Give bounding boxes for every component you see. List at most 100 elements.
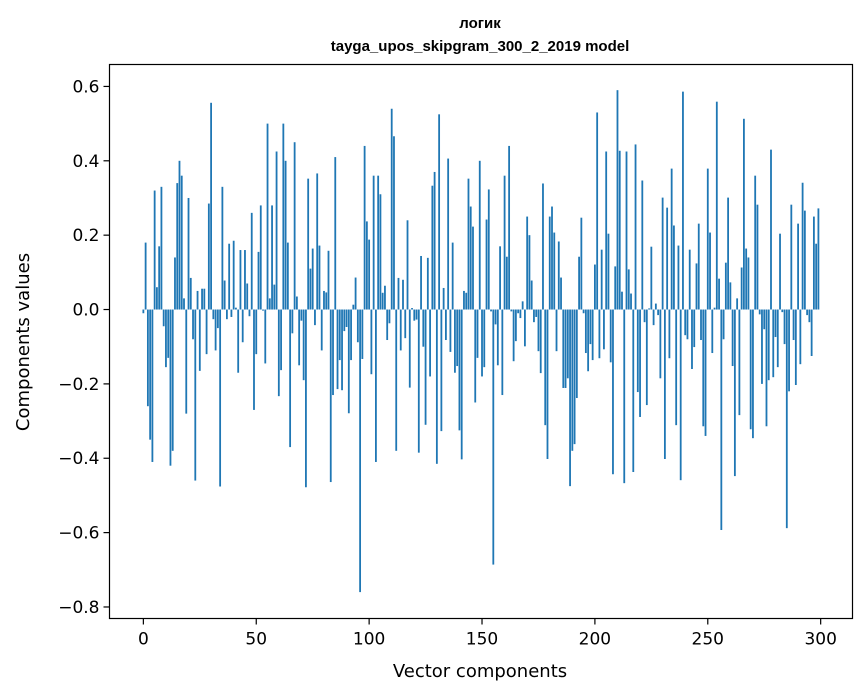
bar-component-135 bbox=[447, 158, 450, 310]
bar-component-147 bbox=[474, 309, 477, 403]
bar-component-221 bbox=[641, 180, 644, 310]
bar-component-43 bbox=[239, 250, 242, 310]
bar-component-57 bbox=[271, 205, 273, 310]
x-tick-label: 100 bbox=[353, 630, 385, 650]
bar-component-175 bbox=[537, 309, 540, 352]
bar-component-209 bbox=[614, 266, 617, 310]
bar-component-54 bbox=[264, 309, 267, 364]
bar-component-103 bbox=[375, 309, 377, 462]
y-axis-ticks: 0.6 0.4 0.2 0.0 −0.2 −0.4 −0.6 −0.8 bbox=[58, 77, 110, 618]
bar-component-97 bbox=[361, 309, 364, 359]
bar-component-213 bbox=[623, 309, 626, 484]
bar-component-193 bbox=[578, 256, 580, 310]
bar-component-184 bbox=[557, 241, 560, 310]
bar-component-243 bbox=[691, 309, 693, 370]
bar-component-118 bbox=[408, 309, 411, 388]
bar-component-291 bbox=[799, 309, 802, 365]
bar-component-197 bbox=[587, 309, 590, 372]
bar-component-288 bbox=[792, 309, 795, 341]
bar-component-42 bbox=[237, 309, 240, 373]
bar-component-241 bbox=[686, 309, 689, 340]
bar-component-192 bbox=[575, 309, 578, 399]
bar-component-21 bbox=[189, 277, 192, 310]
y-tick-label: −0.4 bbox=[58, 449, 99, 469]
bar-component-284 bbox=[783, 309, 786, 345]
bar-component-249 bbox=[704, 309, 707, 436]
bar-component-285 bbox=[785, 309, 788, 529]
bar-component-258 bbox=[724, 262, 727, 310]
bar-component-276 bbox=[765, 309, 768, 427]
bar-component-181 bbox=[551, 206, 553, 310]
bar-component-89 bbox=[343, 309, 346, 332]
bar-component-109 bbox=[388, 309, 391, 324]
bar-component-168 bbox=[521, 301, 524, 310]
bar-component-259 bbox=[727, 197, 730, 310]
bar-component-127 bbox=[429, 309, 431, 377]
bar-component-208 bbox=[612, 309, 614, 475]
bar-component-18 bbox=[183, 298, 185, 310]
bar-component-182 bbox=[553, 232, 556, 310]
bar-component-205 bbox=[605, 151, 608, 310]
bar-component-78 bbox=[318, 245, 321, 310]
bar-component-10 bbox=[165, 309, 167, 368]
bar-component-79 bbox=[320, 309, 323, 351]
bar-component-13 bbox=[171, 309, 174, 451]
bar-component-257 bbox=[722, 309, 725, 340]
bar-component-163 bbox=[510, 309, 513, 312]
bar-component-80 bbox=[323, 290, 325, 310]
bar-component-94 bbox=[354, 277, 357, 310]
bar-component-11 bbox=[167, 309, 170, 358]
bar-component-170 bbox=[526, 216, 529, 310]
bar-component-248 bbox=[702, 309, 705, 427]
bar-component-164 bbox=[512, 309, 515, 362]
bar-component-121 bbox=[415, 309, 418, 320]
bar-component-177 bbox=[542, 183, 544, 310]
bar-component-223 bbox=[645, 309, 648, 406]
bar-component-90 bbox=[345, 309, 348, 327]
bar-component-44 bbox=[241, 309, 244, 343]
bar-component-111 bbox=[393, 136, 395, 310]
bar-component-199 bbox=[591, 309, 594, 361]
bar-component-2 bbox=[146, 309, 149, 407]
bar-component-294 bbox=[806, 309, 809, 316]
x-tick-label: 0 bbox=[138, 630, 149, 650]
bar-component-235 bbox=[673, 225, 675, 310]
bar-component-206 bbox=[607, 233, 610, 310]
y-axis-label: Components values bbox=[13, 253, 34, 431]
bar-component-36 bbox=[223, 280, 226, 310]
bar-component-6 bbox=[156, 287, 158, 310]
bar-component-129 bbox=[433, 171, 436, 310]
bar-component-252 bbox=[711, 309, 714, 354]
bar-component-174 bbox=[535, 309, 538, 317]
x-tick-label: 300 bbox=[804, 630, 836, 650]
bar-component-150 bbox=[481, 309, 483, 377]
bar-component-202 bbox=[598, 309, 601, 359]
bar-component-3 bbox=[149, 309, 152, 440]
bar-component-157 bbox=[496, 309, 499, 366]
bar-component-137 bbox=[451, 242, 454, 310]
bar-component-40 bbox=[232, 240, 235, 310]
bar-component-61 bbox=[280, 309, 282, 371]
bar-component-25 bbox=[198, 309, 201, 371]
bar-component-238 bbox=[679, 309, 682, 481]
bar-component-211 bbox=[618, 150, 621, 310]
bar-component-120 bbox=[413, 309, 416, 321]
bar-component-138 bbox=[454, 309, 456, 373]
bar-component-23 bbox=[194, 309, 197, 481]
bar-component-45 bbox=[244, 250, 246, 310]
bar-component-263 bbox=[736, 298, 739, 310]
bar-component-74 bbox=[309, 268, 312, 310]
bar-component-215 bbox=[627, 269, 630, 310]
bar-component-58 bbox=[273, 284, 276, 310]
bar-component-266 bbox=[743, 118, 745, 310]
bar-component-234 bbox=[670, 168, 673, 310]
y-tick-label: −0.2 bbox=[58, 375, 99, 395]
bar-component-68 bbox=[295, 296, 298, 310]
bar-component-83 bbox=[329, 309, 332, 483]
bar-component-119 bbox=[411, 308, 413, 310]
bar-component-98 bbox=[363, 145, 366, 310]
bar-component-210 bbox=[616, 90, 619, 310]
bar-component-256 bbox=[720, 309, 723, 531]
bar-component-70 bbox=[300, 309, 303, 321]
